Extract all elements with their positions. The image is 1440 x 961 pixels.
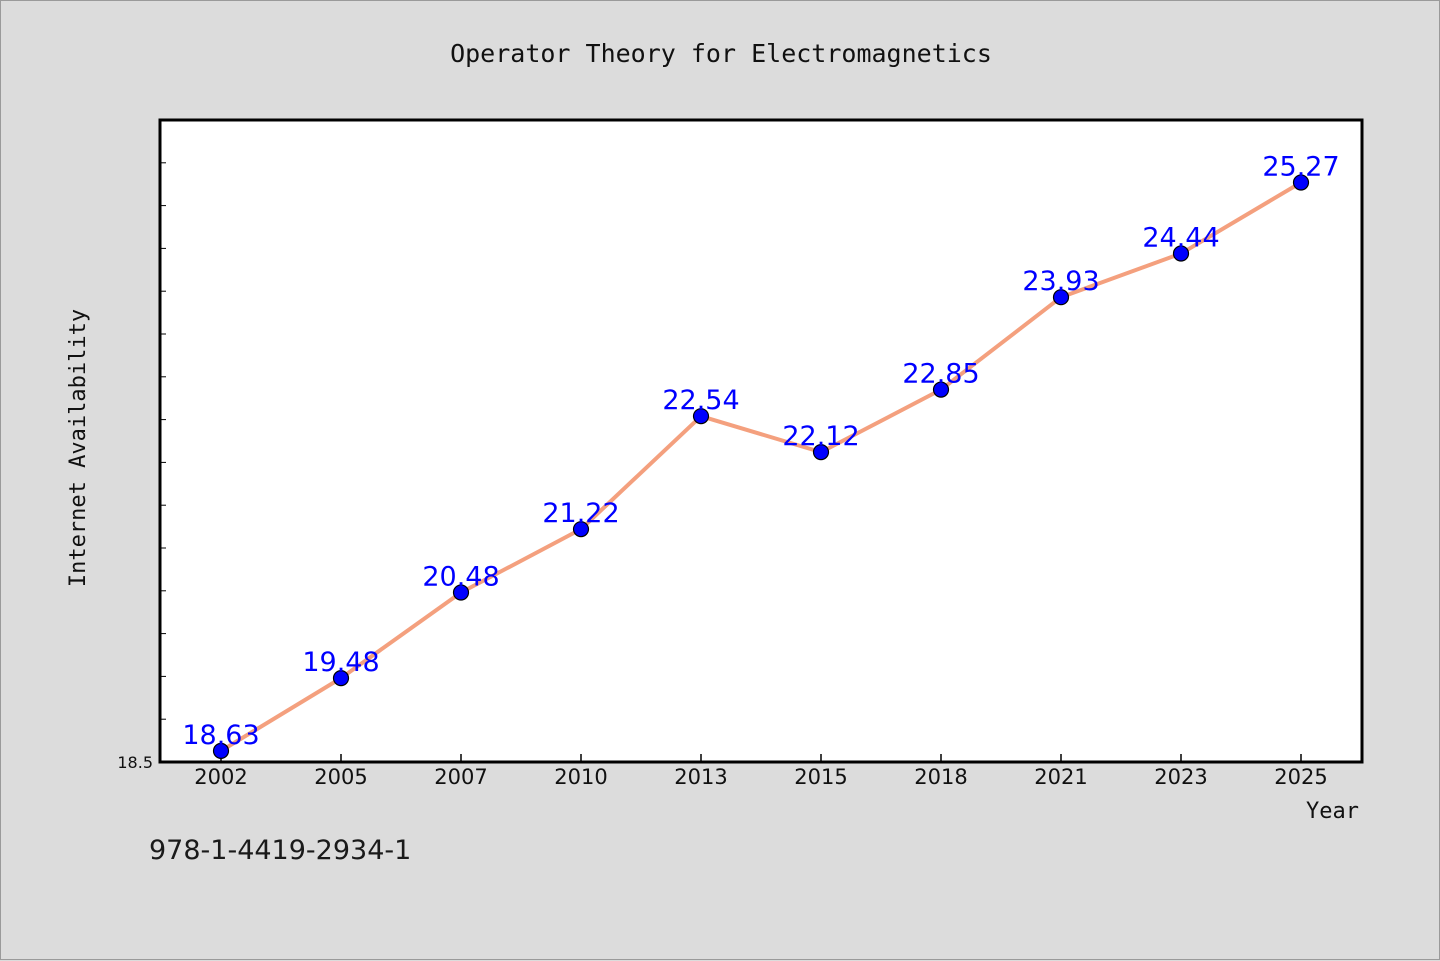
data-label: 20.48 bbox=[422, 562, 499, 593]
x-tick-label: 2007 bbox=[434, 765, 487, 789]
data-point bbox=[452, 584, 470, 601]
x-tick-label: 2023 bbox=[1154, 765, 1207, 789]
data-point bbox=[572, 521, 590, 538]
data-point bbox=[332, 670, 350, 687]
x-tick-labels: 2002 2005 2007 2010 2013 2015 2018 2021 2023 2025 bbox=[194, 765, 1327, 789]
data-label: 19.48 bbox=[302, 647, 379, 678]
data-point bbox=[932, 381, 950, 398]
x-tick-label: 2021 bbox=[1034, 765, 1087, 789]
x-tick-label: 2018 bbox=[914, 765, 967, 789]
x-tick-label: 2005 bbox=[314, 765, 367, 789]
x-tick-label: 2025 bbox=[1274, 765, 1327, 789]
data-labels: 18.63 19.48 20.48 21.22 22.54 22.12 22.85 23.93… bbox=[182, 151, 1339, 750]
x-tick-label: 2010 bbox=[554, 765, 607, 789]
data-point bbox=[1292, 174, 1310, 191]
x-axis-ticks bbox=[220, 754, 1302, 762]
data-point bbox=[692, 408, 710, 425]
data-label: 22.12 bbox=[782, 421, 859, 452]
data-label: 18.63 bbox=[182, 720, 259, 751]
data-point bbox=[812, 444, 830, 461]
data-point bbox=[1052, 289, 1070, 306]
x-axis-label: Year bbox=[1306, 799, 1359, 824]
data-label: 22.85 bbox=[902, 359, 979, 390]
series-line bbox=[219, 180, 1303, 753]
data-label: 23.93 bbox=[1022, 266, 1099, 297]
x-tick-label: 2002 bbox=[194, 765, 247, 789]
data-label: 25.27 bbox=[1262, 151, 1339, 182]
plot-area bbox=[158, 118, 1364, 764]
data-label: 24.44 bbox=[1142, 223, 1219, 254]
y-axis-label: Internet Availability bbox=[66, 309, 91, 587]
data-label: 21.22 bbox=[542, 498, 619, 529]
data-label: 22.54 bbox=[662, 385, 739, 416]
series-markers bbox=[212, 174, 1310, 759]
y-axis-ticks bbox=[160, 119, 166, 763]
isbn-text: 978-1-4419-2934-1 bbox=[149, 835, 412, 866]
chart-title: Operator Theory for Electromagnetics bbox=[450, 39, 992, 68]
x-tick-label: 2015 bbox=[794, 765, 847, 789]
data-point bbox=[1172, 245, 1190, 262]
data-point bbox=[212, 742, 230, 759]
x-tick-label: 2013 bbox=[674, 765, 727, 789]
y-tick-label: 18.5 bbox=[117, 753, 153, 772]
